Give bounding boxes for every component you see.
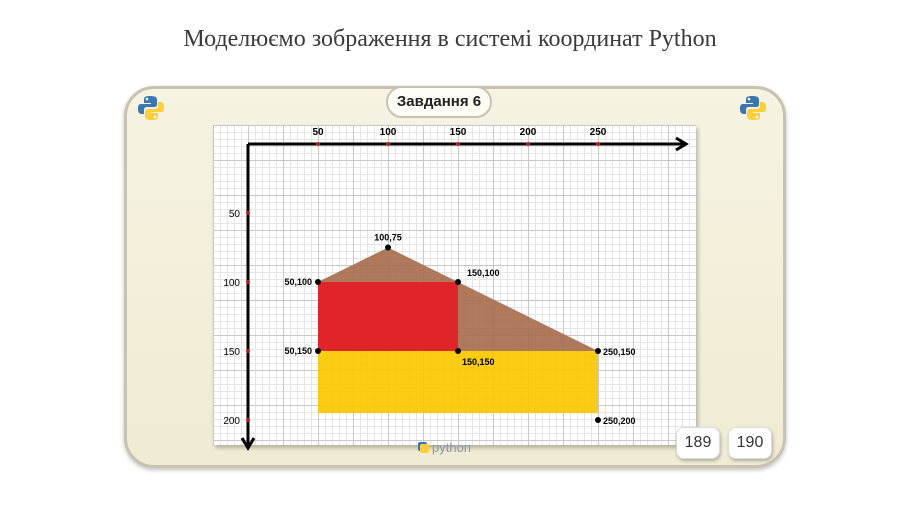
x-tick-label: 100	[380, 127, 397, 138]
python-watermark-text: python	[432, 440, 472, 455]
vertex-point	[455, 279, 461, 285]
page-number-right: 190	[728, 427, 772, 459]
vertex-label: 150,100	[467, 268, 500, 278]
x-tick-mark	[386, 142, 390, 146]
x-tick-mark	[596, 142, 600, 146]
page-title: Моделюємо зображення в системі координат…	[183, 26, 717, 52]
y-tick-label: 200	[223, 416, 240, 427]
page-number-left: 189	[676, 427, 720, 459]
x-tick-label: 50	[312, 127, 324, 138]
base-rectangle	[318, 351, 598, 414]
task-badge: Завдання 6	[386, 86, 492, 118]
x-axis-arrow	[675, 136, 689, 152]
vertex-point	[315, 279, 321, 285]
x-tick-mark	[316, 142, 320, 146]
x-tick-label: 250	[590, 127, 607, 138]
y-tick-label: 150	[223, 347, 240, 358]
vertex-point	[455, 348, 461, 354]
vertex-point	[315, 348, 321, 354]
x-tick-label: 150	[450, 127, 467, 138]
x-tick-label: 200	[520, 127, 537, 138]
vertex-point	[595, 417, 601, 423]
wall-rectangle	[318, 282, 458, 351]
vertex-label: 150,150	[462, 357, 495, 367]
python-watermark: python	[420, 440, 471, 455]
vertex-label: 100,75	[374, 233, 402, 243]
vertex-label: 50,150	[284, 346, 312, 356]
y-tick-mark	[246, 349, 250, 353]
y-tick-label: 100	[223, 278, 240, 289]
x-tick-mark	[526, 142, 530, 146]
vertex-label: 50,100	[284, 277, 312, 287]
y-tick-label: 50	[229, 209, 241, 220]
vertex-point	[595, 348, 601, 354]
vertex-label: 250,150	[603, 347, 636, 357]
y-tick-mark	[246, 418, 250, 422]
vertex-point	[385, 244, 391, 251]
x-tick-mark	[456, 142, 460, 146]
y-axis-arrow	[240, 437, 256, 451]
python-mini-icon	[420, 444, 429, 454]
python-logo-icon	[138, 96, 164, 120]
vertex-label: 250,200	[603, 416, 636, 426]
y-tick-mark	[246, 211, 250, 215]
y-tick-mark	[246, 280, 250, 284]
python-logo-icon	[740, 96, 766, 120]
